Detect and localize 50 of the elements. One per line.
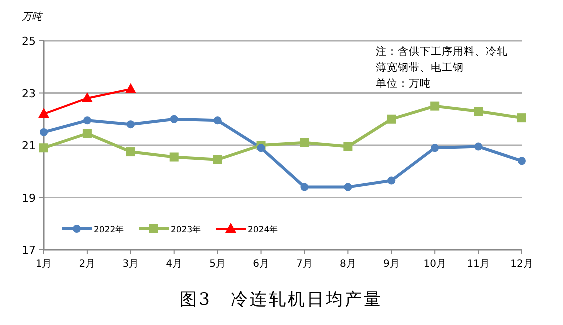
point [518, 114, 526, 123]
x-tick-label: 8月 [340, 259, 356, 270]
annotation: 注：含供下工序用料、冷轧薄宽钢带、电工钢 [376, 45, 508, 74]
x-tick-label: 4月 [166, 259, 183, 270]
point [40, 144, 48, 153]
point [214, 116, 222, 125]
point [474, 142, 483, 151]
point [38, 108, 50, 118]
point [431, 144, 440, 152]
y-tick-label: 23 [22, 87, 36, 100]
point [344, 142, 353, 152]
x-tick-label: 5月 [210, 259, 226, 270]
point [257, 144, 266, 152]
x-tick-label: 7月 [296, 259, 313, 270]
text: 图3 冷连轧机日均产量 [180, 290, 383, 310]
point [82, 92, 93, 102]
point [125, 83, 136, 94]
point [126, 120, 135, 129]
point [83, 116, 92, 125]
x-tick-label: 9月 [383, 259, 400, 270]
x-tick-label: 10月 [424, 259, 446, 270]
y-tick-label: 19 [22, 192, 36, 205]
x-tick-label: 6月 [253, 259, 270, 270]
legend-label: 2023年 [171, 224, 202, 236]
point [170, 152, 179, 162]
point [170, 115, 178, 124]
point [126, 148, 136, 157]
x-tick-label: 12月 [510, 259, 534, 270]
x-tick-label: 11月 [467, 259, 490, 270]
point [388, 176, 396, 185]
annotation: 单位：万吨 [376, 77, 431, 90]
point [300, 183, 309, 192]
x-tick-label: 3月 [122, 259, 140, 270]
point [300, 138, 310, 148]
point [82, 129, 92, 138]
x-tick-label: 2月 [79, 259, 96, 270]
point [387, 114, 396, 124]
point [213, 155, 222, 164]
point [40, 128, 48, 136]
point [344, 183, 352, 192]
point [430, 102, 440, 111]
x-tick-label: 1月 [36, 259, 52, 270]
legend-label: 2022年 [94, 224, 125, 236]
point [474, 107, 484, 116]
legend-label: 2024年 [248, 224, 279, 236]
y-tick-label: 21 [22, 140, 36, 152]
y-axis-title: 万吨 [22, 11, 44, 23]
y-tick-label: 17 [22, 244, 36, 257]
point [518, 157, 526, 166]
y-tick-label: 25 [22, 35, 36, 48]
